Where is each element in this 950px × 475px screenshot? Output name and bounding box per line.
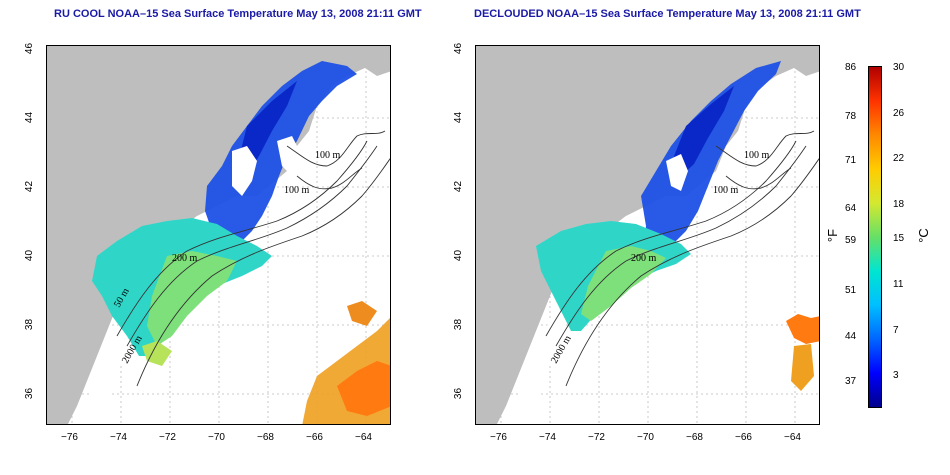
x-tick: −74 — [110, 432, 127, 443]
contour-label: 200 m — [172, 253, 198, 264]
fahrenheit-tick: 86 — [845, 62, 857, 73]
right-map-title: DECLOUDED NOAA–15 Sea Surface Temperatur… — [474, 8, 861, 20]
y-tick: 38 — [24, 318, 36, 331]
contour-label: 100 m — [744, 150, 770, 161]
contour-label: 100 m — [315, 150, 341, 161]
celsius-tick: 22 — [893, 153, 905, 164]
y-tick: 44 — [24, 111, 36, 124]
x-tick: −68 — [257, 432, 274, 443]
fahrenheit-tick: 78 — [845, 111, 857, 122]
celsius-tick: 7 — [893, 325, 899, 336]
y-tick: 36 — [24, 387, 36, 400]
fahrenheit-tick: 71 — [845, 155, 857, 166]
x-tick: −70 — [208, 432, 225, 443]
fahrenheit-tick: 51 — [845, 285, 857, 296]
left-map-title: RU COOL NOAA–15 Sea Surface Temperature … — [54, 8, 422, 20]
contour-label: 100 m — [284, 185, 310, 196]
x-tick: −72 — [588, 432, 605, 443]
celsius-tick: 15 — [893, 233, 905, 244]
celsius-tick: 18 — [893, 199, 905, 210]
y-tick: 40 — [24, 249, 36, 262]
sst-warm-water — [786, 314, 819, 344]
left-sst-map[interactable]: 100 m 100 m 200 m 50 m 2000 m — [46, 45, 391, 425]
fahrenheit-tick: 59 — [845, 235, 857, 246]
x-tick: −64 — [784, 432, 801, 443]
y-tick: 42 — [24, 180, 36, 193]
y-tick: 38 — [453, 318, 465, 331]
x-tick: −66 — [306, 432, 323, 443]
x-tick: −72 — [159, 432, 176, 443]
fahrenheit-tick: 44 — [845, 331, 857, 342]
celsius-unit-label: °C — [915, 228, 931, 243]
celsius-tick: 26 — [893, 108, 905, 119]
fahrenheit-unit-label: °F — [825, 228, 841, 243]
left-map-graphic: 100 m 100 m 200 m 50 m 2000 m — [47, 46, 390, 424]
contour-label: 200 m — [631, 253, 657, 264]
fahrenheit-tick: 37 — [845, 376, 857, 387]
x-tick: −70 — [637, 432, 654, 443]
contour-label: 100 m — [713, 185, 739, 196]
land-mass — [47, 46, 390, 424]
celsius-tick: 11 — [893, 279, 904, 290]
x-tick: −76 — [61, 432, 78, 443]
x-tick: −68 — [686, 432, 703, 443]
y-tick: 46 — [453, 42, 465, 55]
celsius-tick: 30 — [893, 62, 905, 73]
x-tick: −66 — [735, 432, 752, 443]
sst-cold-water — [641, 61, 781, 256]
y-tick: 46 — [24, 42, 36, 55]
y-tick: 42 — [453, 180, 465, 193]
right-sst-map[interactable]: 100 m 100 m 200 m 2000 m — [475, 45, 820, 425]
celsius-tick: 3 — [893, 370, 899, 381]
land-mass — [476, 46, 819, 424]
fahrenheit-tick: 64 — [845, 203, 857, 214]
right-map-graphic: 100 m 100 m 200 m 2000 m — [476, 46, 819, 424]
x-tick: −64 — [355, 432, 372, 443]
x-tick: −76 — [490, 432, 507, 443]
temperature-colorbar — [868, 66, 882, 408]
y-tick: 40 — [453, 249, 465, 262]
x-tick: −74 — [539, 432, 556, 443]
y-tick: 36 — [453, 387, 465, 400]
y-tick: 44 — [453, 111, 465, 124]
